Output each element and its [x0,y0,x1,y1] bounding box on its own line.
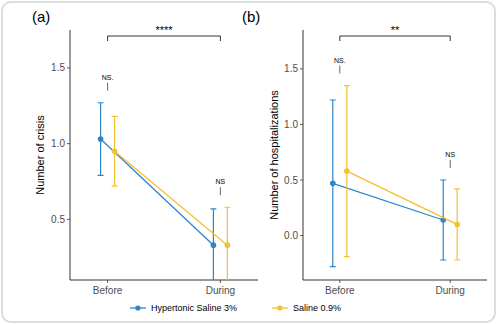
y-axis-line [303,30,304,280]
series-line [101,139,214,245]
y-tick [67,143,70,144]
y-tick [300,235,303,236]
data-point [211,242,217,248]
plot-marks [330,86,460,267]
data-point [112,148,118,154]
y-tick-label: 1.0 [284,119,298,130]
frame [1,1,496,323]
series-line [115,151,228,245]
ns-label: NS. [102,74,114,81]
error-bar [344,86,350,257]
data-point [330,181,336,187]
panel-label: (a) [32,8,50,25]
x-tick [107,280,108,283]
data-point [344,168,350,174]
y-tick-label: 1.0 [51,138,65,149]
x-tick [339,280,340,283]
ns-label: NS [445,151,455,158]
y-tick [67,67,70,68]
ns-label: NS [216,178,226,185]
error-bar [224,207,230,280]
ns-tick [339,66,340,74]
significance-bracket [340,36,450,41]
x-tick-label: During [206,285,235,296]
data-point [225,242,231,248]
y-tick [67,219,70,220]
legend-marker [277,305,282,310]
y-tick-label: 1.5 [51,62,65,73]
x-axis-line [303,280,487,281]
legend-label: Hypertonic Saline 3% [151,303,237,313]
error-bar [112,116,118,186]
x-tick-label: Before [325,285,355,296]
significance-label: ** [391,24,400,36]
ns-tick [220,187,221,195]
error-bar [98,103,104,176]
series-line [347,171,457,224]
y-tick-label: 1.5 [284,63,298,74]
legend-label: Saline 0.9% [293,303,341,313]
chart-svg: (a) 0.5 1.0 1.5 Number of crisis Before During… [0,0,497,324]
panel-label: (b) [242,8,260,25]
ns-tick [107,83,108,91]
y-tick [300,68,303,69]
error-bar [454,189,460,260]
y-tick-label: 0.5 [284,175,298,186]
x-axis-line [70,280,258,281]
error-bar [330,100,336,267]
data-point [98,136,104,142]
x-tick [220,280,221,283]
data-point [454,222,460,228]
error-bar [440,180,446,260]
legend-marker [135,305,140,310]
ns-tick [450,160,451,168]
series-line [333,183,443,220]
y-tick [300,180,303,181]
significance-bracket [108,36,221,41]
y-axis-title: Number of crisis [34,115,46,195]
error-bar [210,209,216,280]
y-axis-title: Number of hospitalizations [268,90,280,220]
ns-label: NS. [334,57,346,64]
x-tick-label: Before [93,285,123,296]
x-tick-label: During [435,285,464,296]
plot-marks [98,103,231,280]
y-tick-label: 0.5 [51,214,65,225]
significance-label: **** [155,24,173,36]
y-tick [300,124,303,125]
y-tick-label: 0.0 [284,230,298,241]
x-tick [450,280,451,283]
